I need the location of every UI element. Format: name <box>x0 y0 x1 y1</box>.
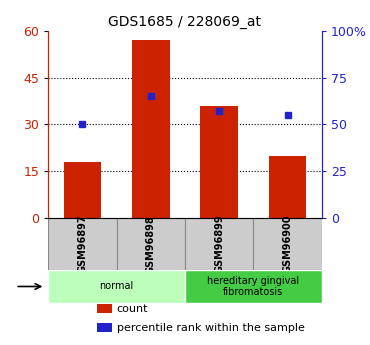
Text: percentile rank within the sample: percentile rank within the sample <box>117 323 305 333</box>
Bar <box>48 270 185 303</box>
Text: GSM96898: GSM96898 <box>146 215 156 274</box>
Bar <box>97 304 112 313</box>
Bar <box>48 218 117 270</box>
Title: GDS1685 / 228069_at: GDS1685 / 228069_at <box>108 14 262 29</box>
Bar <box>185 270 322 303</box>
Bar <box>97 323 112 332</box>
Text: GSM96897: GSM96897 <box>77 215 87 274</box>
Bar <box>117 218 185 270</box>
Bar <box>185 218 253 270</box>
Bar <box>132 40 169 218</box>
Text: GSM96899: GSM96899 <box>214 215 224 274</box>
Text: GSM96900: GSM96900 <box>283 215 293 273</box>
Text: normal: normal <box>100 282 134 292</box>
Bar <box>253 218 322 270</box>
Bar <box>201 106 238 218</box>
Bar <box>269 156 306 218</box>
Bar <box>64 162 101 218</box>
Text: count: count <box>117 304 148 314</box>
Text: hereditary gingival
fibromatosis: hereditary gingival fibromatosis <box>208 276 299 297</box>
